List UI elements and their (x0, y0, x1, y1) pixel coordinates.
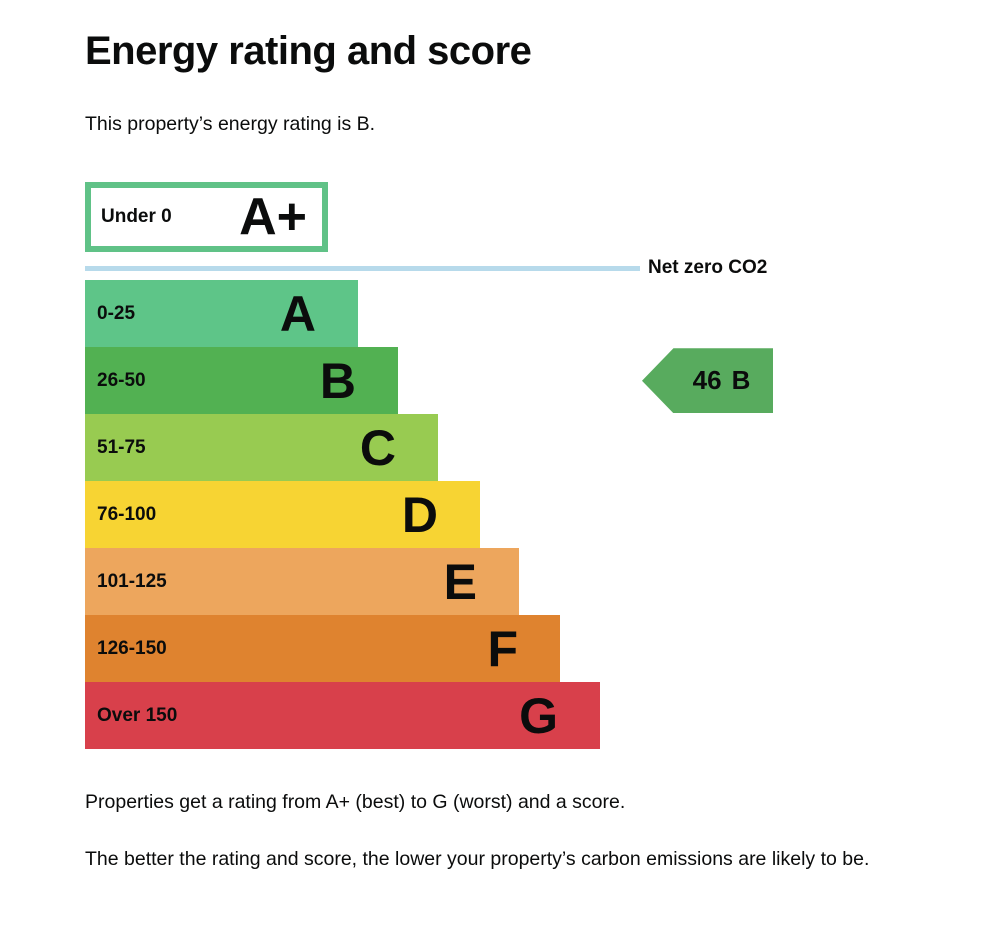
epc-co2-chart: Under 0 A+ Net zero CO2 0-25 A 26-50 B 46 B 51… (85, 182, 923, 750)
band-letter: E (443, 553, 477, 610)
band-a: 0-25 A (85, 280, 358, 348)
band-range-label: 0-25 (97, 302, 136, 324)
band-f: 126-150 F (85, 615, 560, 683)
net-zero-label: Net zero CO2 (648, 257, 768, 279)
band-range-label: 126-150 (97, 637, 167, 659)
net-zero-line (85, 265, 640, 271)
current-rating-arrow: 46 B (642, 348, 773, 414)
rating-meaning-text: The better the rating and score, the low… (85, 847, 870, 870)
band-g: Over 150 G (85, 682, 600, 750)
band-range-label: 51-75 (97, 436, 146, 458)
band-range-label: Under 0 (101, 206, 172, 228)
band-letter: B (319, 352, 356, 409)
band-letter: A+ (239, 188, 307, 247)
band-row-d: 76-100 D (85, 481, 923, 549)
page-title: Energy rating and score (85, 29, 532, 73)
band-row-a: 0-25 A (85, 280, 923, 348)
band-c: 51-75 C (85, 414, 438, 482)
rating-summary: This property’s energy rating is B. (85, 113, 376, 135)
band-row-b: 26-50 B 46 B (85, 347, 923, 415)
rating-range-text: Properties get a rating from A+ (best) t… (85, 791, 626, 814)
net-zero-row: Net zero CO2 (85, 257, 923, 279)
band-range-label: 101-125 (97, 570, 167, 592)
band-row-c: 51-75 C (85, 414, 923, 482)
rating-band-letter: B (731, 365, 751, 396)
band-letter: A (279, 285, 316, 342)
band-letter: G (519, 687, 558, 744)
chart-explanation: Properties get a rating from A+ (best) t… (85, 788, 923, 873)
band-letter: D (401, 486, 438, 543)
band-e: 101-125 E (85, 548, 519, 616)
band-row-e: 101-125 E (85, 548, 923, 616)
band-a-plus: Under 0 A+ (85, 182, 328, 253)
band-d: 76-100 D (85, 481, 480, 549)
rating-score: 46 (692, 365, 722, 396)
band-range-label: 76-100 (97, 503, 157, 525)
band-row-f: 126-150 F (85, 615, 923, 683)
band-letter: C (359, 419, 396, 476)
band-range-label: Over 150 (97, 704, 178, 726)
band-b: 26-50 B (85, 347, 398, 415)
band-letter: F (487, 620, 518, 677)
band-range-label: 26-50 (97, 369, 146, 391)
bands: 0-25 A 26-50 B 46 B 51-75 C 76-100 D 101-125 E 126-1… (85, 280, 923, 750)
band-row-g: Over 150 G (85, 682, 923, 750)
